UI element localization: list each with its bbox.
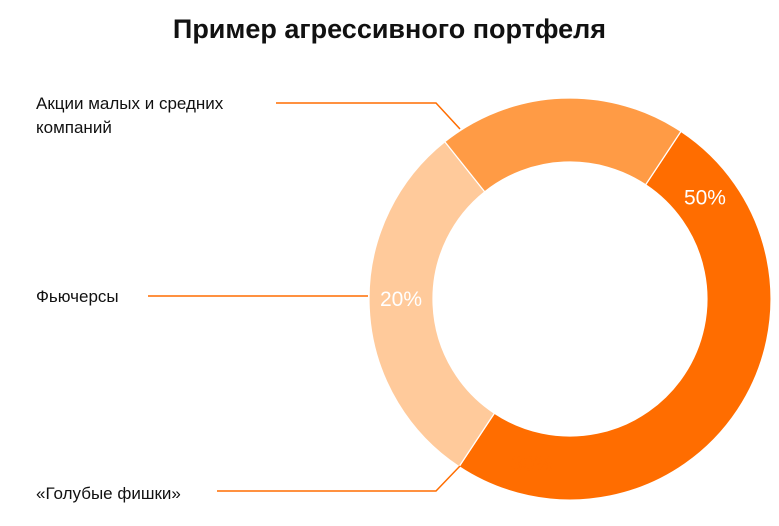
legend-label-line: компаний bbox=[36, 118, 112, 137]
legend-label-line: Акции малых и средних bbox=[36, 94, 224, 113]
legend-label-small-mid-caps: Акции малых и средних компаний bbox=[36, 94, 224, 137]
slices-layer bbox=[368, 97, 772, 501]
slice-futures bbox=[444, 97, 682, 193]
slice-small-mid-caps bbox=[458, 130, 772, 501]
leader-line-small-mid-caps bbox=[276, 102, 461, 130]
legend-label-line: Фьючерсы bbox=[36, 287, 119, 306]
slice-blue-chips bbox=[368, 140, 496, 468]
leader-lines-layer bbox=[148, 102, 461, 492]
labels-layer: 50% 20% 30% Акции малых и средних компаний Фь… bbox=[36, 94, 726, 503]
value-label-blue-chips: 30% bbox=[511, 453, 553, 476]
value-label-small-mid-caps: 50% bbox=[684, 186, 726, 209]
value-label-futures: 20% bbox=[380, 288, 422, 311]
legend-label-futures: Фьючерсы bbox=[36, 287, 119, 306]
chart-title: Пример агрессивного портфеля bbox=[172, 14, 607, 44]
legend-label-line: «Голубые фишки» bbox=[36, 484, 181, 503]
leader-line-blue-chips bbox=[217, 465, 461, 492]
legend-label-blue-chips: «Голубые фишки» bbox=[36, 484, 181, 503]
